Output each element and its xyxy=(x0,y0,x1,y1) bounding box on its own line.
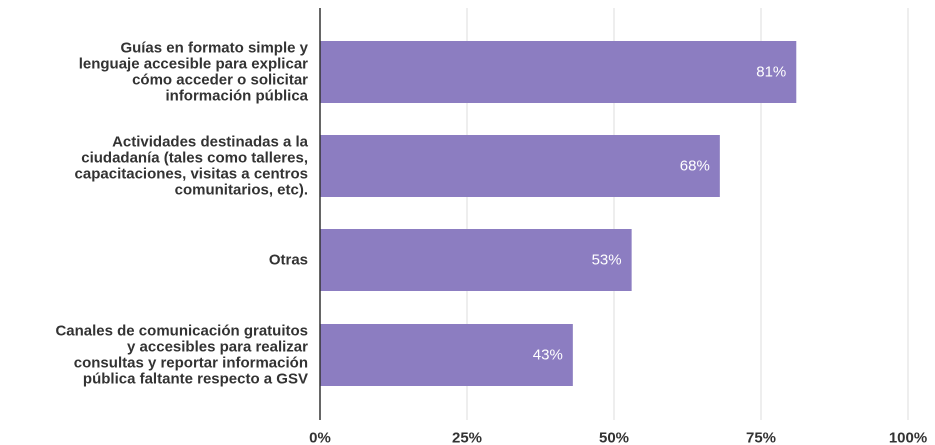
category-label-line: ciudadanía (tales como talleres, xyxy=(81,150,308,167)
x-tick-label: 100% xyxy=(889,430,927,445)
data-label: 43% xyxy=(533,347,563,364)
category-label-line: Otras xyxy=(269,252,308,269)
category-label: Guías en formato simple y lenguaje accesi… xyxy=(79,40,309,105)
bar xyxy=(320,324,573,386)
bar xyxy=(320,229,632,291)
x-tick-layer: 0% 25% 50% 75% 100% xyxy=(309,8,927,445)
x-tick-label: 50% xyxy=(599,430,629,445)
x-tick-label: 75% xyxy=(746,430,776,445)
category-label-line: capacitaciones, visitas a centros xyxy=(75,166,308,183)
category-label: Otras xyxy=(269,252,308,269)
category-label-line: Actividades destinadas a la xyxy=(112,134,309,151)
category-label-line: cómo acceder o solicitar xyxy=(132,72,308,89)
data-label: 53% xyxy=(592,252,622,269)
data-label: 81% xyxy=(756,64,786,81)
x-tick-label: 25% xyxy=(452,430,482,445)
category-label-line: comunitarios, etc). xyxy=(175,182,308,199)
bar xyxy=(320,135,720,197)
bar-layer: 81% 68% 53% 43% xyxy=(320,41,797,386)
data-label: 68% xyxy=(680,158,710,175)
category-label-line: pública faltante respecto a GSV xyxy=(83,371,308,388)
category-label-line: Guías en formato simple y xyxy=(120,40,308,57)
category-label: Canales de comunicación gratuitos y acces… xyxy=(55,323,308,388)
bar xyxy=(320,41,797,103)
category-label-layer: Guías en formato simple y lenguaje accesi… xyxy=(55,40,308,388)
category-label-line: información pública xyxy=(165,88,308,105)
category-label-line: consultas y reportar información xyxy=(74,355,308,372)
category-label-line: y accesibles para realizar xyxy=(127,339,308,356)
category-label: Actividades destinadas a la ciudadanía (t… xyxy=(75,134,309,199)
category-label-line: Canales de comunicación gratuitos xyxy=(55,323,308,340)
category-label-line: lenguaje accesible para explicar xyxy=(79,56,308,73)
x-tick-label: 0% xyxy=(309,430,331,445)
